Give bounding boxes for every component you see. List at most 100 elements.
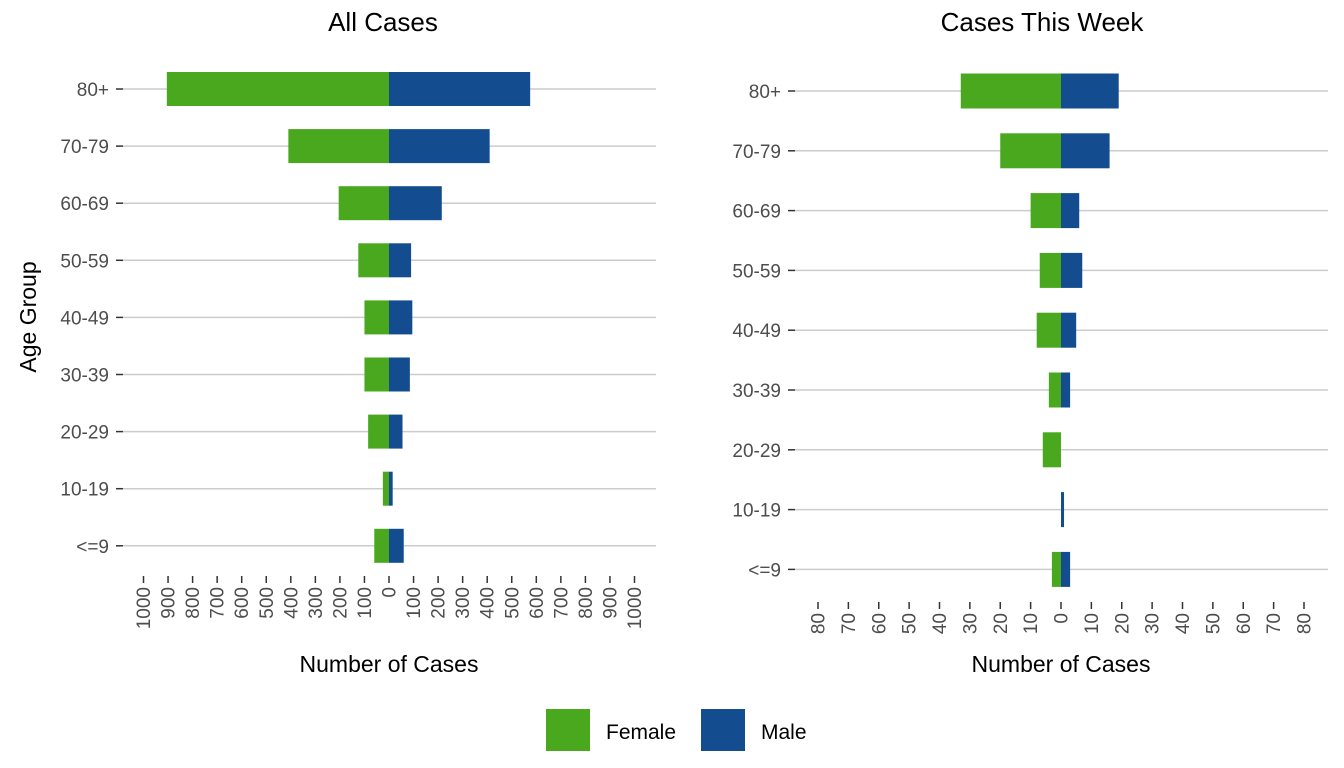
bar-female-le-9 <box>374 528 389 563</box>
legend: Female Male <box>546 709 807 751</box>
x-tick-label-11: 100 <box>404 587 425 619</box>
x-tick-label-20: 1000 <box>625 587 646 629</box>
x-tick-label-12: 200 <box>429 587 450 619</box>
bar-male-le-9 <box>1061 551 1071 587</box>
y-tick-label-60-69: 60-69 <box>60 194 109 215</box>
bar-female-50-59 <box>1039 252 1061 288</box>
x-tick-label-4: 600 <box>232 587 253 619</box>
x-tick-label-13: 50 <box>1203 613 1224 634</box>
x-tick-label-1: 900 <box>159 587 180 619</box>
x-tick-label-17: 700 <box>551 587 572 619</box>
x-tick-label-15: 70 <box>1264 613 1285 634</box>
panel-all-cases: All Cases <=9 10-19 20-29 30-39 40-49 50-59 60-… <box>60 7 656 677</box>
bar-male-40-49 <box>389 300 413 335</box>
x-tick-label-18: 800 <box>576 587 597 619</box>
legend-key-male <box>701 709 745 751</box>
bar-male-80-plus <box>1061 73 1119 109</box>
bar-male-le-9 <box>389 528 404 563</box>
x-tick-label-16: 80 <box>1295 613 1316 634</box>
panel-cases-this-week: Cases This Week <=9 10-19 20-29 30-39 40-49 50… <box>732 7 1328 677</box>
x-tick-label-16: 600 <box>527 587 548 619</box>
y-tick-label-30-39: 30-39 <box>60 366 109 387</box>
bar-female-70-79 <box>1000 133 1061 169</box>
x-tick-label-7: 300 <box>306 587 327 619</box>
bar-female-20-29 <box>368 414 389 449</box>
x-axis-title: Number of Cases <box>300 651 479 677</box>
x-tick-label-14: 400 <box>478 587 499 619</box>
x-tick-label-3: 700 <box>208 587 229 619</box>
x-tick-label-3: 50 <box>900 613 921 634</box>
y-tick-label-le-9: <=9 <box>76 537 109 558</box>
x-tick-label-2: 60 <box>869 613 890 634</box>
y-axis-title: Age Group <box>15 261 41 372</box>
x-tick-label-0: 80 <box>809 613 830 634</box>
x-tick-label-6: 20 <box>991 613 1012 634</box>
x-tick-label-4: 40 <box>930 613 951 634</box>
bar-female-30-39 <box>1048 372 1061 408</box>
bar-female-40-49 <box>1036 312 1061 348</box>
bar-male-10-19 <box>389 471 393 506</box>
y-tick-label-30-39: 30-39 <box>732 381 781 402</box>
x-tick-label-5: 500 <box>257 587 278 619</box>
bar-female-60-69 <box>338 186 389 221</box>
x-axis-title: Number of Cases <box>972 651 1151 677</box>
bar-male-70-79 <box>1061 133 1110 169</box>
x-tick-label-13: 300 <box>453 587 474 619</box>
bar-female-80-plus <box>960 73 1061 109</box>
y-tick-label-70-79: 70-79 <box>60 137 109 158</box>
bar-male-30-39 <box>1061 372 1071 408</box>
x-tick-label-1: 70 <box>839 613 860 634</box>
bar-female-20-29 <box>1042 432 1061 468</box>
chart-title: Cases This Week <box>941 7 1145 37</box>
x-tick-label-11: 30 <box>1143 613 1164 634</box>
y-tick-label-20-29: 20-29 <box>60 423 109 444</box>
bar-male-30-39 <box>389 357 410 392</box>
y-tick-label-80-plus: 80+ <box>749 82 781 103</box>
bar-male-10-19 <box>1061 492 1065 528</box>
x-tick-label-14: 60 <box>1234 613 1255 634</box>
x-tick-label-12: 40 <box>1173 613 1194 634</box>
bar-female-50-59 <box>358 243 389 278</box>
y-tick-label-10-19: 10-19 <box>60 480 109 501</box>
chart-title: All Cases <box>328 7 438 37</box>
y-tick-label-le-9: <=9 <box>748 560 781 581</box>
x-tick-label-9: 100 <box>355 587 376 619</box>
y-tick-label-20-29: 20-29 <box>732 441 781 462</box>
legend-label-female: Female <box>606 721 676 744</box>
bar-female-10-19 <box>382 471 389 506</box>
x-tick-label-6: 400 <box>281 587 302 619</box>
x-tick-label-15: 500 <box>502 587 523 619</box>
bar-male-80-plus <box>389 72 531 106</box>
bar-male-60-69 <box>389 186 442 221</box>
bar-male-20-29 <box>389 414 403 449</box>
bar-male-70-79 <box>389 129 490 164</box>
bar-female-30-39 <box>364 357 389 392</box>
x-tick-label-8: 200 <box>330 587 351 619</box>
y-tick-label-10-19: 10-19 <box>732 501 781 522</box>
x-tick-label-10: 0 <box>380 587 401 598</box>
bar-female-le-9 <box>1051 551 1061 587</box>
bar-male-50-59 <box>1061 252 1083 288</box>
y-tick-label-40-49: 40-49 <box>732 321 781 342</box>
bar-male-40-49 <box>1061 312 1077 348</box>
x-tick-label-19: 900 <box>600 587 621 619</box>
x-tick-label-7: 10 <box>1021 613 1042 634</box>
x-tick-label-8: 0 <box>1052 613 1073 624</box>
x-tick-label-5: 30 <box>960 613 981 634</box>
bar-female-70-79 <box>288 129 389 164</box>
y-tick-label-80-plus: 80+ <box>77 80 109 101</box>
bar-female-40-49 <box>364 300 389 335</box>
bar-female-80-plus <box>166 72 389 106</box>
legend-key-female <box>546 709 590 751</box>
y-tick-label-50-59: 50-59 <box>732 261 781 282</box>
x-tick-label-9: 10 <box>1082 613 1103 634</box>
y-tick-label-70-79: 70-79 <box>732 142 781 163</box>
y-tick-label-50-59: 50-59 <box>60 251 109 272</box>
x-tick-label-10: 20 <box>1112 613 1133 634</box>
bar-male-50-59 <box>389 243 412 278</box>
x-tick-label-0: 1000 <box>134 587 155 629</box>
y-tick-label-60-69: 60-69 <box>732 202 781 223</box>
legend-label-male: Male <box>761 721 807 744</box>
y-tick-label-40-49: 40-49 <box>60 308 109 329</box>
